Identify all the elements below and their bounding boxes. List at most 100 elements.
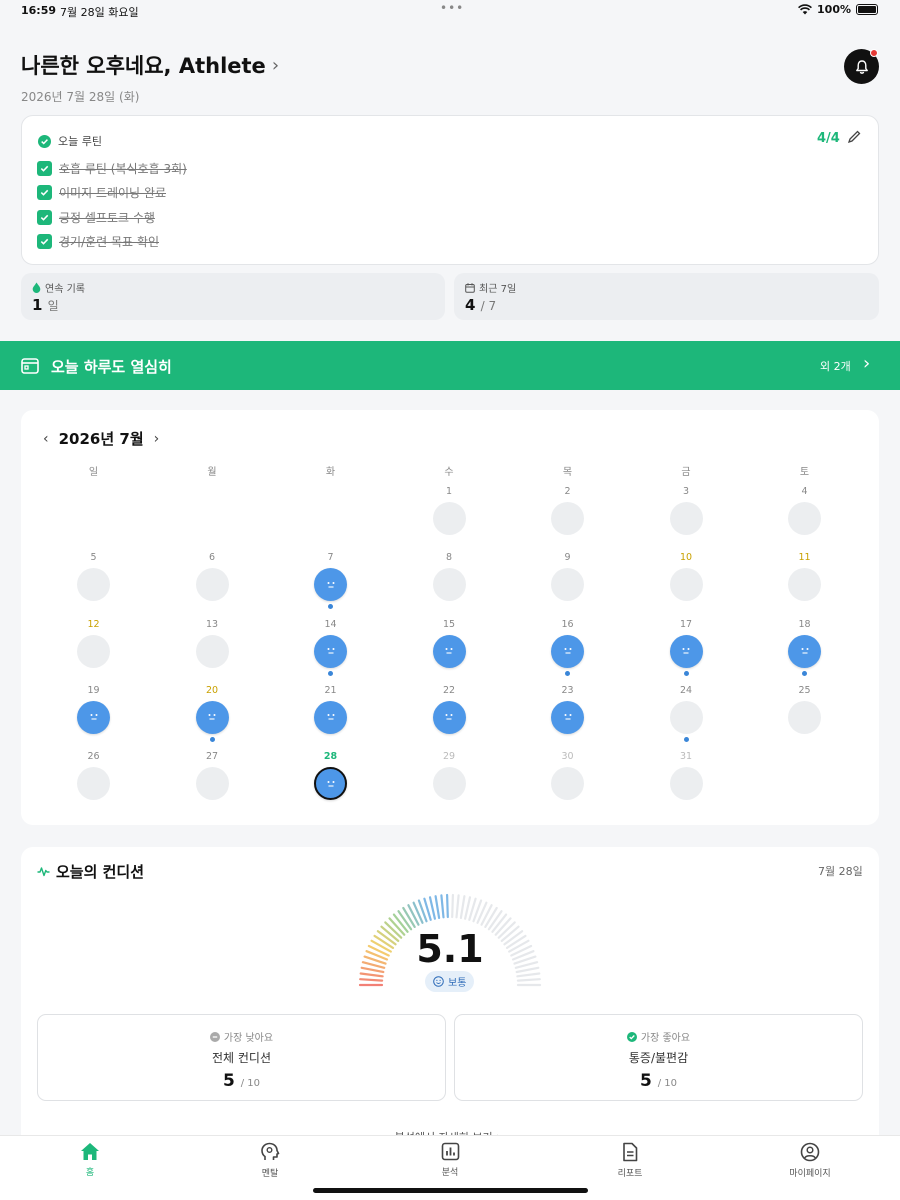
bell-icon <box>855 59 868 74</box>
gauge-tick <box>367 944 390 957</box>
pulse-icon <box>37 867 50 877</box>
calendar-day[interactable]: 18 <box>785 619 825 676</box>
tab-person[interactable]: 마이페이지 <box>765 1142 855 1179</box>
streak-stat: 연속 기록 1 일 <box>21 273 445 320</box>
calendar-day[interactable]: 28 <box>311 751 351 801</box>
gauge-tick <box>514 961 539 969</box>
tab-document[interactable]: 리포트 <box>585 1142 675 1179</box>
day-number: 5 <box>90 552 97 564</box>
weekday-label: 목 <box>562 467 573 478</box>
checkbox-checked-icon[interactable] <box>37 185 52 201</box>
calendar-day[interactable]: 8 <box>429 552 469 602</box>
calendar-day[interactable]: 14 <box>311 619 351 676</box>
tab-head[interactable]: 멘탈 <box>225 1142 315 1179</box>
routine-item[interactable]: 이미지 트레이닝 완료 <box>37 181 187 206</box>
gauge-tick <box>388 917 406 936</box>
calendar-day[interactable]: 6 <box>192 552 232 602</box>
calendar-day[interactable]: 11 <box>785 552 825 602</box>
weekday-label: 월 <box>207 467 217 478</box>
routine-item[interactable]: 호흡 루틴 (복식호흡 3회) <box>37 156 187 181</box>
calendar-day[interactable]: 22 <box>429 685 469 734</box>
condition-gauge <box>358 893 542 987</box>
greeting-link[interactable]: 나른한 오후네요, Athlete › <box>21 50 279 80</box>
next-month-button[interactable]: › <box>153 430 160 447</box>
calendar-day[interactable]: 23 <box>548 685 588 734</box>
calendar-day[interactable]: 2 <box>548 486 588 535</box>
checkbox-checked-icon[interactable] <box>37 209 52 225</box>
gauge-tick <box>491 913 508 933</box>
day-number: 31 <box>679 751 693 763</box>
weekday-label: 금 <box>681 467 691 478</box>
calendar-day[interactable]: 1 <box>429 486 469 535</box>
routine-title: 오늘 루틴 <box>38 133 102 149</box>
routine-item[interactable]: 경기/훈련 목표 확인 <box>37 230 187 255</box>
gauge-tick <box>428 896 437 920</box>
streak-value: 1 <box>32 296 43 314</box>
record-dot <box>802 670 807 676</box>
gauge-tick <box>516 978 541 982</box>
calendar-header: ‹ 2026년 7월 › <box>43 428 159 449</box>
calendar-day[interactable]: 10 <box>666 552 706 602</box>
calendar-day[interactable]: 13 <box>192 619 232 668</box>
calendar-day[interactable]: 30 <box>548 751 588 801</box>
gauge-tick <box>380 925 400 943</box>
flame-icon <box>32 282 41 293</box>
calendar-day[interactable]: 16 <box>548 619 588 676</box>
edit-pencil-icon[interactable] <box>847 130 861 148</box>
prev-month-button[interactable]: ‹ <box>43 430 49 447</box>
gauge-tick <box>363 955 387 965</box>
mood-face-icon <box>432 700 466 734</box>
day-number: 6 <box>208 552 216 564</box>
calendar-day[interactable]: 19 <box>74 685 114 734</box>
condition-title: 오늘의 컨디션 <box>37 861 144 882</box>
daily-banner[interactable]: 오늘 하루도 열심히 외 2개 › <box>0 341 900 390</box>
gauge-tick <box>397 910 413 931</box>
calendar-day[interactable]: 27 <box>192 751 232 801</box>
calendar-day[interactable]: 21 <box>311 685 351 734</box>
gauge-tick <box>365 950 389 961</box>
tab-home[interactable]: 홈 <box>45 1142 135 1178</box>
tab-chart[interactable]: 분석 <box>405 1142 495 1178</box>
calendar-day[interactable]: 7 <box>311 552 351 610</box>
highest-card[interactable]: 가장 좋아요 통증/불편감 5 / 10 <box>454 1014 863 1101</box>
calendar-day[interactable]: 17 <box>666 619 706 676</box>
empty-day-circle <box>77 767 110 801</box>
checkbox-checked-icon[interactable] <box>37 234 52 250</box>
empty-day-circle <box>551 767 584 801</box>
empty-day-circle <box>669 502 703 535</box>
calendar-day[interactable]: 12 <box>74 619 114 668</box>
gauge-tick <box>463 896 472 920</box>
calendar-day[interactable]: 15 <box>429 619 469 668</box>
empty-day-circle <box>669 568 703 602</box>
calendar-day[interactable]: 4 <box>785 486 825 535</box>
calendar-day[interactable]: 29 <box>429 751 469 801</box>
condition-score: 5.1 <box>416 927 484 971</box>
gauge-tick <box>459 895 466 920</box>
gauge-tick <box>376 930 397 946</box>
gauge-tick <box>468 897 477 921</box>
record-dot <box>209 736 215 742</box>
day-number: 3 <box>682 486 690 497</box>
day-number: 13 <box>205 618 219 630</box>
notification-button[interactable] <box>844 49 879 84</box>
calendar-day[interactable]: 20 <box>192 685 232 742</box>
calendar-day[interactable]: 9 <box>548 552 588 602</box>
gauge-tick <box>445 893 449 919</box>
gauge-tick <box>503 930 524 946</box>
checkbox-checked-icon[interactable] <box>37 160 52 176</box>
calendar-day[interactable]: 24 <box>666 685 706 742</box>
chevron-right-icon: › <box>863 353 871 374</box>
lowest-value: 5 <box>222 1071 235 1091</box>
calendar-day[interactable]: 26 <box>74 751 114 801</box>
gauge-tick <box>384 921 403 939</box>
weekday-label: 일 <box>88 467 99 478</box>
status-time: 16:59 <box>21 4 57 17</box>
routine-item[interactable]: 긍정 셀프토크 수행 <box>37 205 187 230</box>
calendar-day[interactable]: 31 <box>666 751 706 801</box>
calendar-day[interactable]: 25 <box>785 685 825 734</box>
calendar-day[interactable]: 3 <box>666 486 706 535</box>
multitask-dots-icon[interactable]: ••• <box>440 1 465 15</box>
lowest-card[interactable]: 가장 낮아요 전체 컨디션 5 / 10 <box>37 1014 446 1101</box>
empty-day-circle <box>77 634 110 668</box>
calendar-day[interactable]: 5 <box>74 552 114 602</box>
